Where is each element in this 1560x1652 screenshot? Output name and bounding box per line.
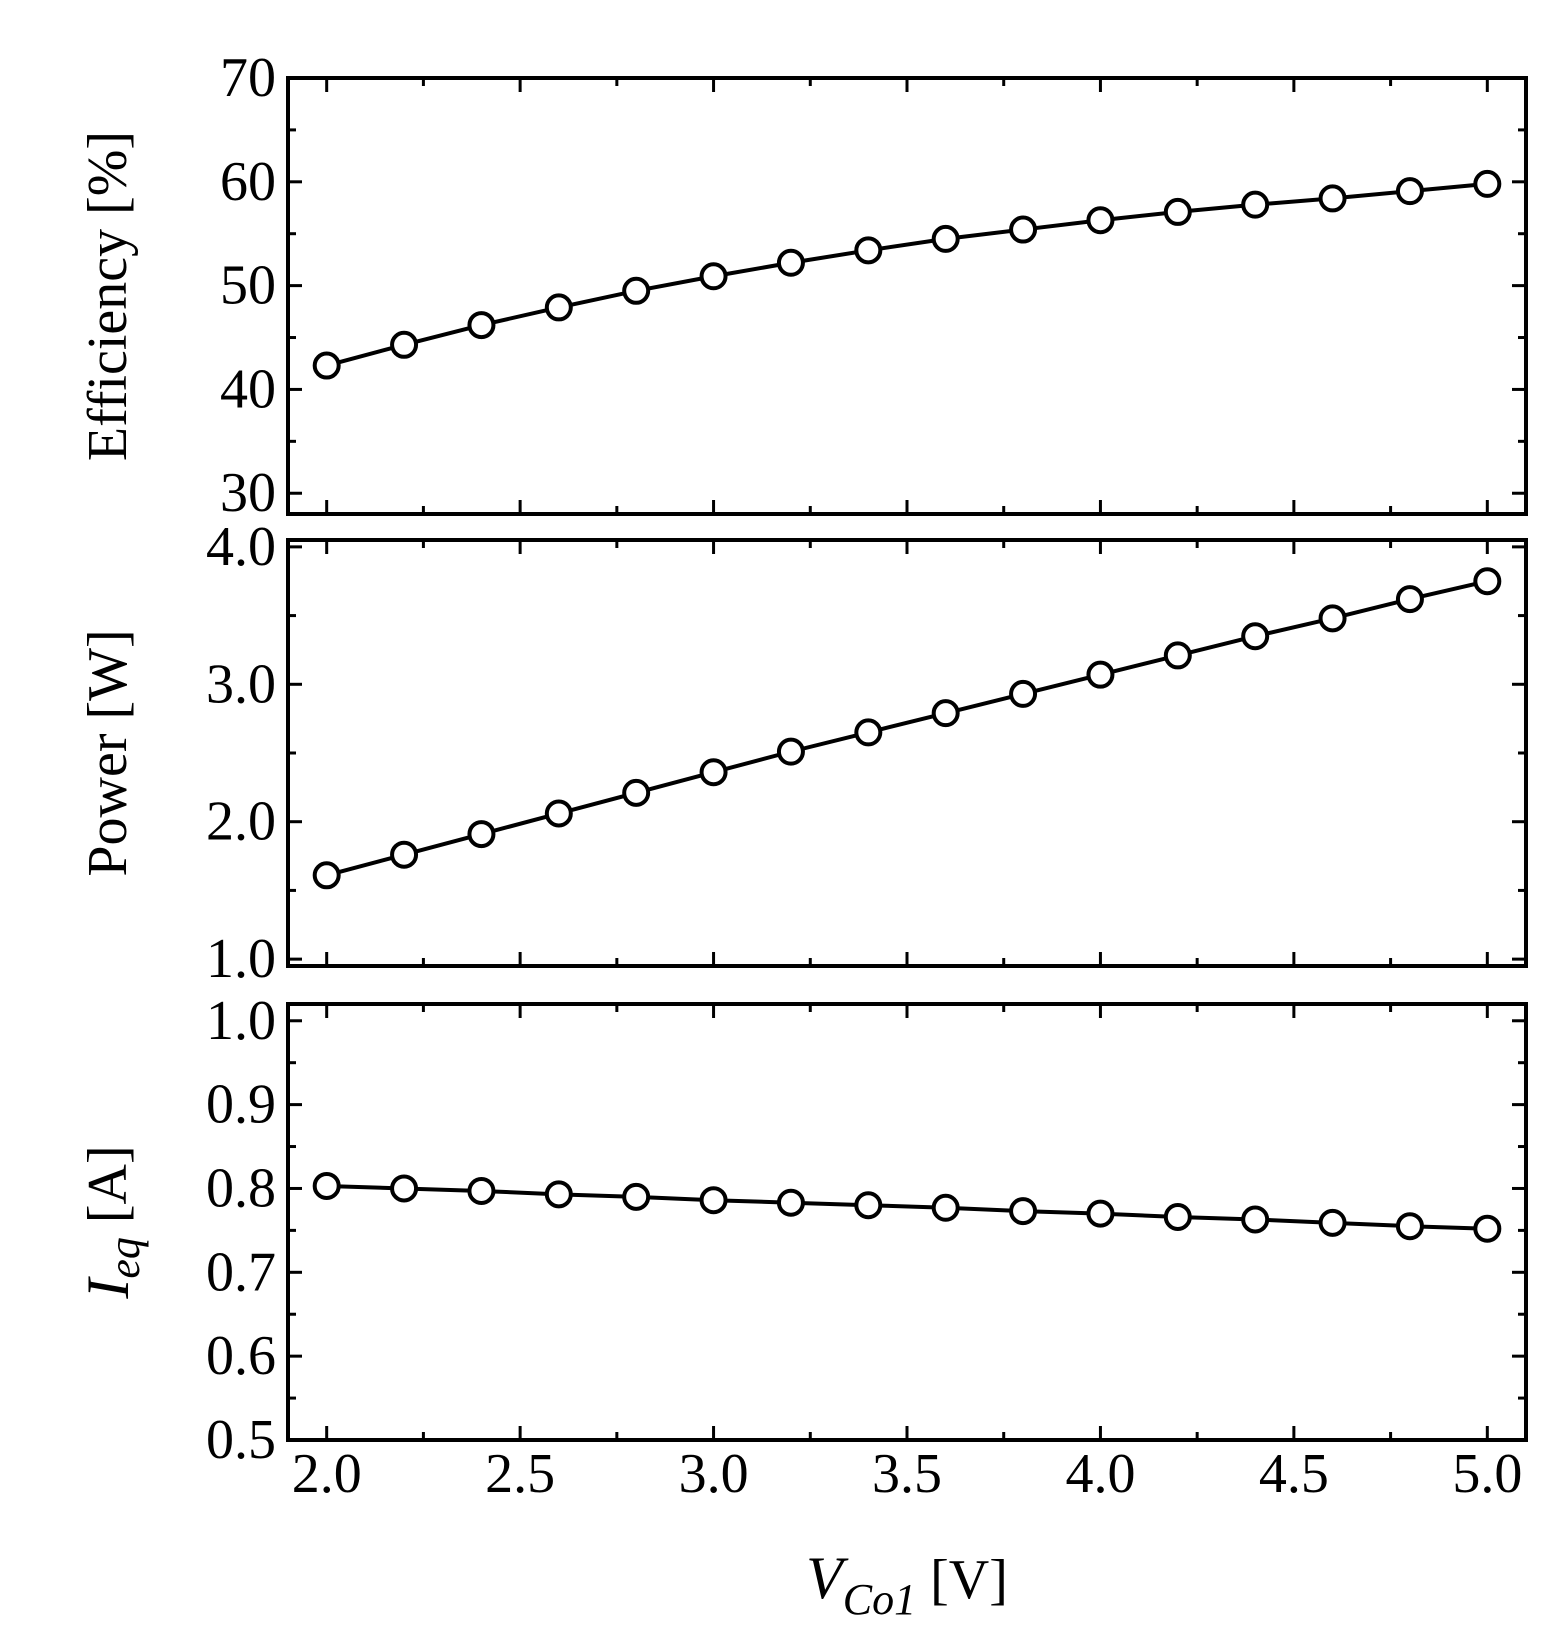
efficiency-axis-title: Efficiency [%]: [77, 131, 139, 461]
current-data-point: [1395, 1212, 1424, 1241]
efficiency-data-point: [1163, 197, 1192, 226]
power-series-line: [326, 579, 1488, 878]
x-tick-label: 3.0: [679, 1443, 749, 1505]
efficiency-data-point: [1241, 190, 1270, 219]
x-tick-label: 3.5: [872, 1443, 942, 1505]
efficiency-data-point: [776, 248, 805, 277]
efficiency-data-point: [854, 236, 883, 265]
x-axis-subscript: Co1: [843, 1575, 916, 1624]
efficiency-data-point: [1473, 169, 1502, 198]
efficiency-data-point: [544, 293, 573, 322]
power-data-point: [854, 718, 883, 747]
current-axis-unit: [A]: [77, 1145, 139, 1223]
efficiency-data-point: [1009, 215, 1038, 244]
power-data-point: [931, 699, 960, 728]
current-data-point: [699, 1186, 728, 1215]
efficiency-panel: Efficiency [%] 30 40 50 60 70: [77, 47, 1528, 524]
efficiency-y-tick-label: 30: [220, 462, 276, 524]
efficiency-data-point: [1395, 177, 1424, 206]
current-y-tick-label: 0.9: [206, 1074, 276, 1136]
current-data-point: [1318, 1208, 1347, 1237]
efficiency-y-tick-label: 40: [220, 358, 276, 420]
current-data-point: [467, 1176, 496, 1205]
power-data-point: [1163, 641, 1192, 670]
power-plot-frame: [286, 538, 1528, 968]
current-y-tick-label: 0.7: [206, 1241, 276, 1303]
current-axis-symbol: I: [75, 1276, 141, 1300]
power-data-point: [1318, 604, 1347, 633]
power-data-point: [312, 861, 341, 890]
power-y-tick-label: 2.0: [206, 791, 276, 853]
current-data-point: [1163, 1202, 1192, 1231]
current-panel: Ieq [A] 0.5 0.6 0.7 0.8 0.9 1.0 2.0 2.5 3.0 3.5 4.0…: [75, 990, 1528, 1505]
current-data-point: [312, 1171, 341, 1200]
power-data-point: [1395, 585, 1424, 614]
current-data-point: [544, 1180, 573, 1209]
power-axis-title: Power [W]: [77, 629, 139, 876]
efficiency-plot-frame: [286, 76, 1528, 516]
current-y-tick-label: 1.0: [206, 990, 276, 1052]
power-data-point: [622, 778, 651, 807]
power-panel: Power [W] 1.0 2.0 3.0 4.0: [77, 516, 1528, 990]
current-y-tick-label: 0.8: [206, 1157, 276, 1219]
current-data-point: [1241, 1205, 1270, 1234]
x-tick-label: 2.5: [485, 1443, 555, 1505]
current-axis-subscript: eq: [100, 1237, 149, 1279]
power-data-point: [467, 820, 496, 849]
power-y-tick-label: 1.0: [206, 928, 276, 990]
power-y-tick-label: 4.0: [206, 516, 276, 578]
efficiency-data-point: [931, 224, 960, 253]
power-data-point: [1086, 660, 1115, 689]
efficiency-series-line: [326, 181, 1488, 368]
efficiency-y-tick-label: 70: [220, 47, 276, 109]
power-data-point: [699, 758, 728, 787]
current-axis-title: Ieq [A]: [75, 1145, 149, 1299]
power-y-tick-label: 3.0: [206, 653, 276, 715]
current-data-point: [1009, 1197, 1038, 1226]
efficiency-data-point: [467, 311, 496, 340]
current-y-tick-label: 0.6: [206, 1325, 276, 1387]
efficiency-data-point: [1086, 206, 1115, 235]
x-tick-label: 2.0: [292, 1443, 362, 1505]
current-data-point: [390, 1174, 419, 1203]
efficiency-y-tick-label: 60: [220, 151, 276, 213]
power-data-point: [544, 799, 573, 828]
x-axis-unit: [V]: [930, 1549, 1008, 1611]
current-data-point: [931, 1193, 960, 1222]
current-data-point: [622, 1182, 651, 1211]
efficiency-y-tick-label: 50: [220, 255, 276, 317]
power-data-point: [1009, 679, 1038, 708]
efficiency-data-point: [312, 351, 341, 380]
current-data-point: [1473, 1214, 1502, 1243]
x-tick-label: 4.0: [1065, 1443, 1135, 1505]
current-data-point: [776, 1188, 805, 1217]
power-data-point: [1473, 567, 1502, 596]
x-axis-symbol: V: [806, 1545, 849, 1611]
x-axis-title: VCo1 [V]: [806, 1545, 1008, 1624]
power-data-point: [776, 737, 805, 766]
current-y-tick-label: 0.5: [206, 1409, 276, 1471]
efficiency-data-point: [699, 262, 728, 291]
current-series-line: [326, 1183, 1488, 1231]
power-data-point: [390, 840, 419, 869]
x-tick-label: 5.0: [1452, 1443, 1522, 1505]
efficiency-data-point: [622, 276, 651, 305]
current-data-point: [1086, 1199, 1115, 1228]
x-tick-label: 4.5: [1259, 1443, 1329, 1505]
efficiency-data-point: [390, 330, 419, 359]
efficiency-data-point: [1318, 184, 1347, 213]
current-data-point: [854, 1191, 883, 1220]
power-data-point: [1241, 622, 1270, 651]
